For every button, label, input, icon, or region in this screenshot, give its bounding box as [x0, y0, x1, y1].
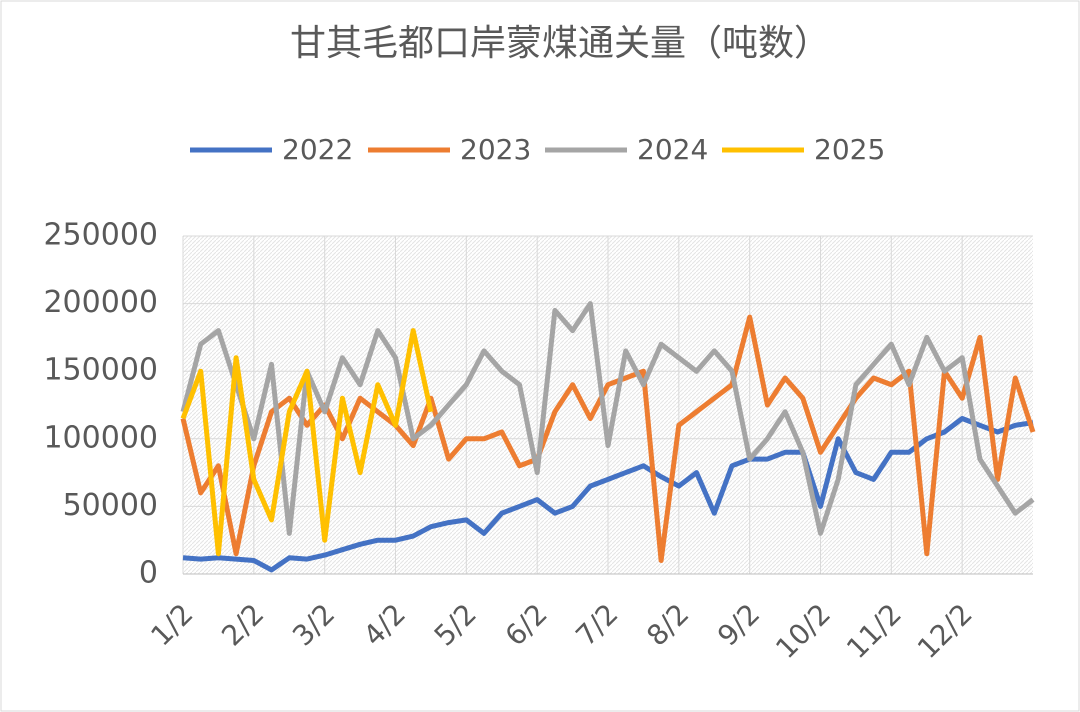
- series-line: [180, 301, 1035, 536]
- y-tick-label: 150000: [43, 353, 158, 388]
- y-tick-label: 50000: [63, 488, 158, 523]
- series-line: [180, 328, 434, 557]
- legend: 2022 2023 2024 2025: [190, 133, 885, 166]
- legend-label: 2024: [637, 133, 708, 166]
- legend-label: 2025: [814, 133, 885, 166]
- legend-label: 2023: [460, 133, 531, 166]
- y-tick-label: 250000: [43, 218, 158, 253]
- legend-label: 2022: [282, 133, 353, 166]
- series-line: [182, 416, 1034, 573]
- y-tick-label: 200000: [43, 285, 158, 320]
- y-tick-label: 0: [139, 556, 158, 591]
- chart-title: 甘其毛都口岸蒙煤通关量（吨数）: [290, 23, 830, 64]
- y-tick-label: 100000: [43, 420, 158, 455]
